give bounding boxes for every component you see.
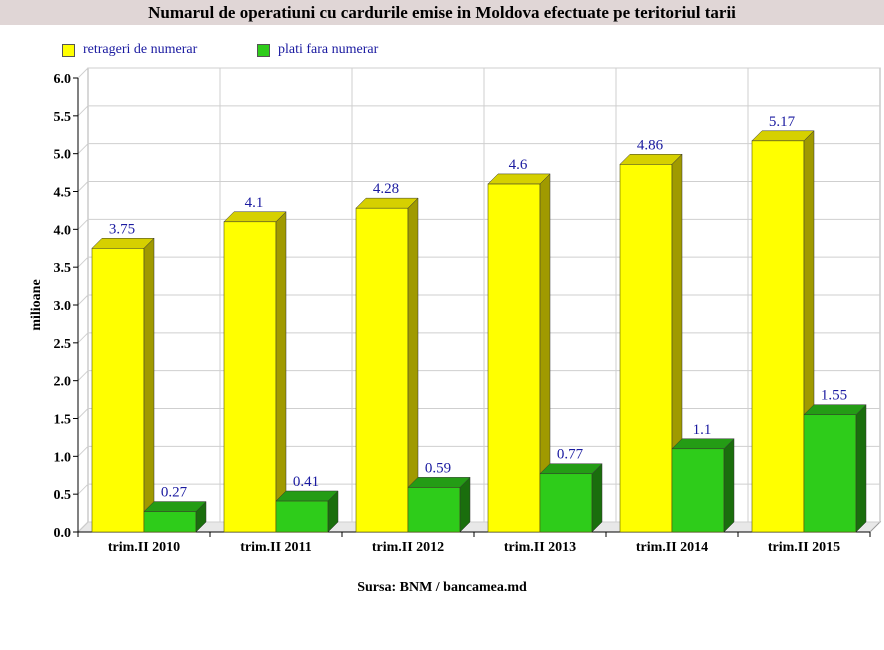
x-tick-label: trim.II 2015 [768,540,840,555]
legend-swatch-yellow [62,43,75,57]
data-label: 1.55 [821,388,847,404]
data-label: 4.28 [373,181,399,197]
data-label: 0.59 [425,460,451,476]
gridline-diagonal [77,483,89,495]
bar-side [855,404,867,533]
legend-label-series-1: retrageri de numerar [83,42,198,57]
bar-side [143,237,155,533]
gridline-diagonal [77,332,89,344]
gridline-diagonal [77,143,89,155]
data-label: 1.1 [693,422,712,438]
y-tick-label: 2.0 [54,375,72,390]
bar-series-2-4 [539,463,603,533]
legend-item-series-2: plati fara numerar [257,42,378,58]
data-label: 4.6 [509,157,528,173]
y-tick-label: 5.5 [54,110,72,125]
x-tick-label: trim.II 2011 [240,540,312,555]
bar-top [671,438,735,450]
y-tick-label: 0.5 [54,488,72,503]
legend-item-series-1: retrageri de numerar [62,42,197,58]
bar-series-2-1 [143,500,207,533]
bar-top [91,238,155,249]
y-tick-label: 0.0 [54,526,72,541]
data-label: 5.17 [769,114,796,130]
bar-series-1-3 [355,197,419,533]
legend-swatch-green [257,43,270,57]
bar-top [275,490,339,502]
bar-front [91,247,145,533]
bar-series-2-2 [275,490,339,533]
bar-series-2-6 [803,404,867,533]
bar-front [619,163,673,533]
bar-top [619,154,683,165]
legend-label-series-2: plati fara numerar [278,42,379,57]
data-label: 0.77 [557,447,584,463]
y-axis-label: milioane [29,279,44,330]
bar-front [539,473,593,533]
data-label: 0.27 [161,485,188,501]
bar-top [751,130,815,142]
data-label: 4.86 [637,137,664,153]
gridline-diagonal [77,67,89,79]
y-tick-label: 2.5 [54,337,72,352]
y-tick-label: 5.0 [54,148,72,163]
bar-chart: 0.0 0.5 1.0 1.5 2.0 2.5 3.0 3.5 4.0 4.5 5.0 5.5 6.0 t… [29,67,882,555]
bar-top [803,404,867,415]
bar-side [275,211,287,533]
bar-top [539,463,603,474]
bar-side [591,463,603,533]
data-label: 0.41 [293,474,319,490]
gridline-diagonal [77,445,89,457]
gridline-diagonal [77,408,89,419]
bar-front [355,207,409,533]
bar-front [671,448,725,533]
bar-series-1-5 [619,153,683,533]
bar-series-1-4 [487,173,551,533]
data-label: 4.1 [245,195,264,211]
y-tick-label: 1.5 [54,413,72,428]
bar-series-2-5 [671,438,735,533]
y-tick-label: 6.0 [54,72,72,87]
gridline-diagonal [77,370,89,382]
bar-series-2-3 [407,476,471,533]
gridline-diagonal [77,256,89,268]
gridline-diagonal [77,218,89,230]
x-tick-label: trim.II 2014 [636,540,708,555]
y-tick-label: 1.0 [54,450,72,465]
bar-series-1-1 [91,237,155,533]
x-tick-label: trim.II 2010 [108,540,180,555]
bar-front [407,487,461,533]
gridline-diagonal [77,521,89,533]
bar-series-1-2 [223,211,287,533]
source-note: Sursa: BNM / bancamea.md [357,580,527,595]
bar-top [487,173,551,185]
y-tick-label: 3.5 [54,261,72,276]
bar-top [355,197,419,209]
bar-front [487,183,541,533]
bar-front [803,414,857,533]
gridline-diagonal [77,181,89,192]
x-tick-label: trim.II 2012 [372,540,444,555]
data-label: 3.75 [109,221,135,237]
bar-top [223,211,287,223]
bar-side [723,438,735,533]
bar-front [275,500,329,533]
y-tick-label: 4.5 [54,186,72,201]
x-tick-label: trim.II 2013 [504,540,576,555]
y-tick-label: 4.0 [54,223,72,238]
gridline-diagonal [77,294,89,306]
y-tick-label: 3.0 [54,299,72,314]
bar-top [143,501,207,512]
bar-front [751,140,805,533]
gridline-diagonal [77,105,89,117]
bar-top [407,477,471,488]
chart-title: Numarul de operatiuni cu cardurile emise… [0,0,884,25]
bar-front [223,221,277,533]
bar-front [143,511,197,533]
